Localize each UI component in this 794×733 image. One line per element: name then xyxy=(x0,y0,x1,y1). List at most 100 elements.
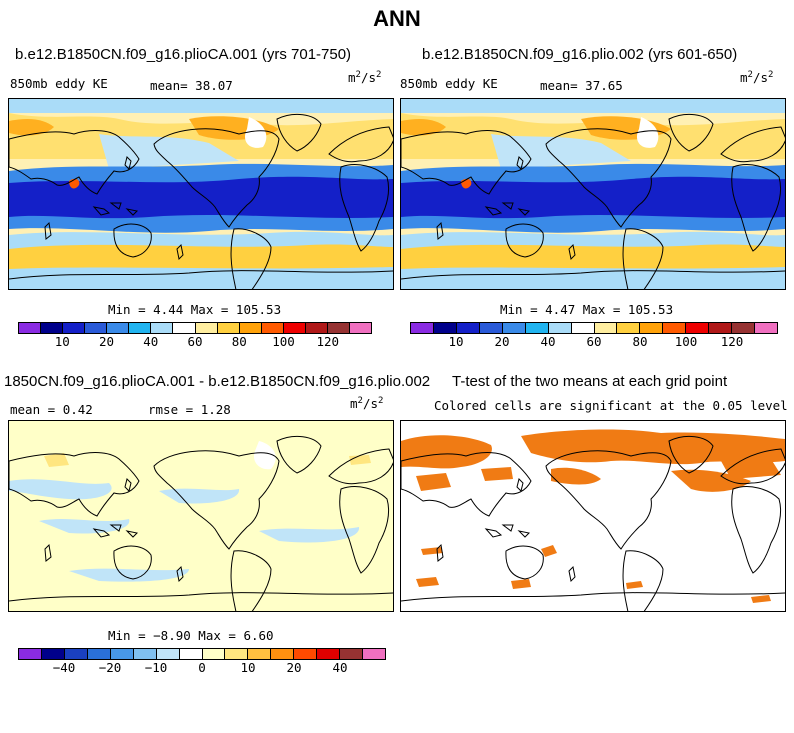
panel2-map xyxy=(400,98,786,290)
colorbar-swatch xyxy=(195,323,218,333)
panel1-mean-value: 38.07 xyxy=(195,78,233,93)
colorbar-swatch xyxy=(525,323,549,333)
colorbar-tick-label: −40 xyxy=(52,660,76,675)
colorbar-swatch xyxy=(133,649,157,659)
colorbar-swatch xyxy=(349,323,371,333)
colorbar-swatch xyxy=(571,323,595,333)
colorbar-swatch xyxy=(173,323,196,333)
colorbar-tick-label: 20 xyxy=(286,660,302,675)
colorbar-swatch xyxy=(340,649,364,659)
colorbar-swatch xyxy=(363,649,385,659)
panel1-variable: 850mb eddy KE xyxy=(10,76,108,91)
colorbar-tick-label: 120 xyxy=(720,334,744,349)
colorbar-swatch xyxy=(548,323,572,333)
colorbar-tick-label: 20 xyxy=(98,334,115,349)
colorbar-swatch xyxy=(686,323,710,333)
colorbar-swatch xyxy=(411,323,434,333)
colorbar-swatch xyxy=(502,323,526,333)
panel2-minmax: Min = 4.47 Max = 105.53 xyxy=(500,302,674,317)
panel3-mean: mean = 0.42 xyxy=(10,402,93,417)
colorbar-swatch xyxy=(202,649,226,659)
colorbar-swatch xyxy=(19,323,42,333)
panel3-minmax: Min = −8.90 Max = 6.60 xyxy=(108,628,274,643)
panel3-mean-value: 0.42 xyxy=(62,402,93,417)
colorbar-tick-label: 0 xyxy=(198,660,206,675)
panel3-title: 1850CN.f09_g16.plioCA.001 - b.e12.B1850C… xyxy=(4,373,431,390)
colorbar-swatch xyxy=(87,649,111,659)
colorbar-bottom xyxy=(18,648,386,660)
panel2-mean-label: mean= xyxy=(540,78,578,93)
panel3-units: m2/s2 xyxy=(350,396,384,412)
colorbar-swatch xyxy=(217,323,240,333)
colorbar-swatch xyxy=(63,323,86,333)
colorbar-swatch xyxy=(271,649,295,659)
colorbar-tick-label: 100 xyxy=(674,334,698,349)
colorbar-swatch xyxy=(640,323,664,333)
colorbar-swatch xyxy=(479,323,503,333)
panel1-map xyxy=(8,98,394,290)
panel2-mean: mean= 37.65 xyxy=(540,78,623,93)
colorbar-tick-label: 20 xyxy=(494,334,510,349)
colorbar-top-right xyxy=(410,322,778,334)
colorbar-swatch xyxy=(41,649,65,659)
colorbar-tick-label: 10 xyxy=(54,334,70,349)
colorbar-tick-label: 60 xyxy=(586,334,602,349)
panel4-subtitle: Colored cells are significant at the 0.0… xyxy=(434,398,788,413)
colorbar-swatch xyxy=(305,323,328,333)
colorbar-swatch xyxy=(107,323,130,333)
panel4-title: T-test of the two means at each grid poi… xyxy=(452,373,728,390)
colorbar-swatch xyxy=(261,323,284,333)
colorbar-swatch xyxy=(248,649,272,659)
colorbar-tick-label: 40 xyxy=(332,660,348,675)
colorbar-tick-label: −20 xyxy=(98,660,122,675)
colorbar-swatch xyxy=(179,649,203,659)
colorbar-swatch xyxy=(327,323,350,333)
colorbar-tick-label: −10 xyxy=(144,660,168,675)
panel2-mean-value: 37.65 xyxy=(585,78,623,93)
colorbar-swatch xyxy=(64,649,88,659)
panel2-variable: 850mb eddy KE xyxy=(400,76,498,91)
colorbar-tick-label: 100 xyxy=(272,334,295,349)
colorbar-swatch xyxy=(294,649,318,659)
colorbar-swatch xyxy=(732,323,756,333)
colorbar-tick-label: 80 xyxy=(632,334,648,349)
colorbar-swatch xyxy=(456,323,480,333)
panel2-title: b.e12.B1850CN.f09_g16.plio.002 (yrs 601-… xyxy=(422,46,738,63)
panel3-map xyxy=(8,420,394,612)
colorbar-swatch xyxy=(156,649,180,659)
colorbar-swatch xyxy=(110,649,134,659)
panel3-mean-label: mean = xyxy=(10,402,56,417)
panel1-mean-label: mean= xyxy=(150,78,188,93)
panel1-mean: mean= 38.07 xyxy=(150,78,233,93)
colorbar-swatch xyxy=(151,323,174,333)
colorbar-swatch xyxy=(617,323,641,333)
colorbar-swatch xyxy=(85,323,108,333)
colorbar-tick-label: 60 xyxy=(187,334,203,349)
colorbar-swatch xyxy=(663,323,687,333)
panel4-map xyxy=(400,420,786,612)
colorbar-tick-label: 40 xyxy=(143,334,159,349)
colorbar-swatch xyxy=(755,323,777,333)
colorbar-swatch xyxy=(317,649,341,659)
panel3-rmse-label: rmse = xyxy=(148,402,194,417)
colorbar-top-left-labels: 10 20 40 60 80 100 120 xyxy=(18,334,372,349)
colorbar-tick-label: 40 xyxy=(540,334,556,349)
panel2-units: m2/s2 xyxy=(740,70,774,86)
colorbar-tick-label: 80 xyxy=(231,334,247,349)
colorbar-swatch xyxy=(283,323,306,333)
panel1-minmax: Min = 4.44 Max = 105.53 xyxy=(108,302,282,317)
significance-cells xyxy=(401,429,785,603)
panel3-rmse-value: 1.28 xyxy=(200,402,231,417)
colorbar-swatch xyxy=(239,323,262,333)
colorbar-swatch xyxy=(41,323,64,333)
colorbar-tick-label: 120 xyxy=(316,334,340,349)
colorbar-swatch xyxy=(594,323,618,333)
colorbar-swatch xyxy=(19,649,42,659)
colorbar-swatch xyxy=(709,323,733,333)
colorbar-swatch xyxy=(225,649,249,659)
colorbar-top-left xyxy=(18,322,372,334)
panel1-units: m2/s2 xyxy=(348,70,382,86)
colorbar-top-right-labels: 10 20 40 60 80 100 120 xyxy=(410,334,778,349)
panel3-rmse: rmse = 1.28 xyxy=(148,402,231,417)
colorbar-tick-label: 10 xyxy=(448,334,464,349)
